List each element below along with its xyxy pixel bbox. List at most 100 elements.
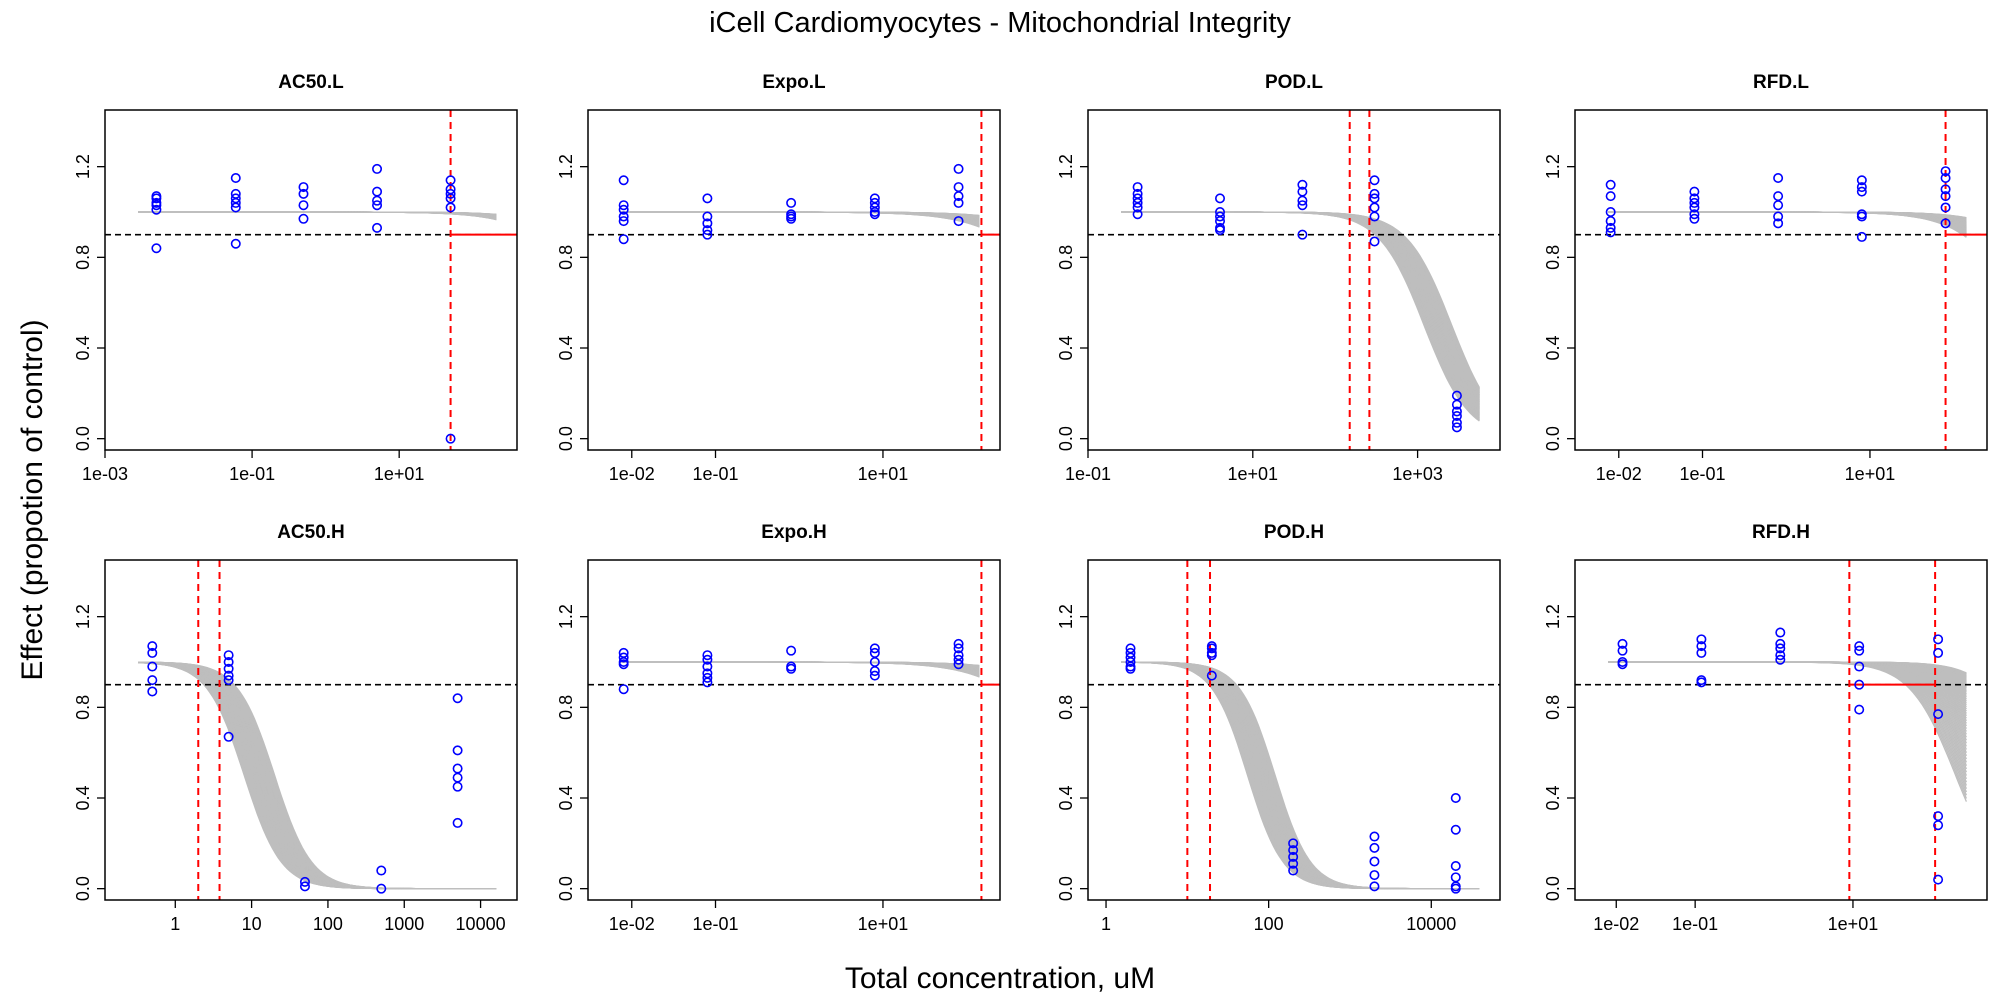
- data-point: [445, 188, 456, 199]
- data-point: [452, 745, 463, 756]
- fit-curve: [137, 662, 497, 890]
- x-tick-label: 1e-01: [1679, 464, 1725, 484]
- y-tick-label: 1.2: [1056, 604, 1076, 629]
- data-point: [1940, 218, 1951, 229]
- data-point: [1775, 650, 1786, 661]
- x-tick-label: 1e+01: [858, 464, 909, 484]
- data-point: [1132, 202, 1143, 213]
- panel-title: RFD.L: [1753, 72, 1809, 93]
- data-point: [953, 163, 964, 174]
- panel-title: RFD.H: [1752, 522, 1810, 543]
- data-point: [702, 661, 713, 672]
- fit-curve: [621, 661, 980, 678]
- data-point: [953, 182, 964, 193]
- data-point: [1450, 872, 1461, 883]
- data-point: [618, 684, 629, 695]
- fit-curve: [137, 661, 497, 890]
- data-point: [953, 191, 964, 202]
- y-tick-label: 0.8: [556, 245, 576, 270]
- fit-curve: [137, 661, 497, 890]
- data-point: [1854, 679, 1865, 690]
- fit-curve: [137, 661, 497, 890]
- fit-curve: [137, 661, 497, 890]
- data-point: [953, 216, 964, 227]
- data-point: [702, 225, 713, 236]
- fit-curve: [138, 661, 497, 890]
- data-point: [1856, 175, 1867, 186]
- x-tick-label: 1e+01: [1845, 464, 1896, 484]
- data-point: [1369, 236, 1380, 247]
- data-point: [1605, 222, 1616, 233]
- data-point: [1369, 870, 1380, 881]
- fit-curves: [621, 661, 980, 678]
- data-point: [1288, 838, 1299, 849]
- data-point: [1933, 820, 1944, 831]
- data-point: [618, 211, 629, 222]
- x-tick-label: 1e-03: [82, 464, 128, 484]
- data-point: [618, 175, 629, 186]
- data-point: [702, 211, 713, 222]
- x-tick-label: 1e-02: [609, 914, 655, 934]
- x-tick-label: 1e-02: [1596, 464, 1642, 484]
- data-point: [869, 209, 880, 220]
- data-point: [151, 193, 162, 204]
- data-point: [1450, 792, 1461, 803]
- panel-ac50-l: 0.0 0.4 0.8 1.2 1e-03 1e-01 1e+01 AC50.L: [73, 72, 518, 484]
- data-point: [1940, 191, 1951, 202]
- data-point: [953, 643, 964, 654]
- data-point: [147, 641, 158, 652]
- panel-rfd-l: 0.0 0.4 0.8 1.2 1e-02 1e-01 1e+01 RFD.L: [1543, 72, 1988, 484]
- x-tick-label: 1: [170, 914, 180, 934]
- fit-curves: [1608, 211, 1967, 238]
- data-point: [1297, 179, 1308, 190]
- data-point: [452, 781, 463, 792]
- data-point: [1775, 638, 1786, 649]
- x-tick-label: 1e+01: [858, 914, 909, 934]
- fit-curve: [138, 661, 497, 890]
- fit-curve: [138, 661, 497, 890]
- data-point: [1369, 856, 1380, 867]
- fit-curve: [1608, 211, 1967, 231]
- data-point: [372, 222, 383, 233]
- data-point: [1288, 851, 1299, 862]
- fit-curve: [1608, 661, 1967, 753]
- fit-curve: [137, 661, 497, 890]
- data-point: [298, 213, 309, 224]
- chart-title: iCell Cardiomyocytes - Mitochondrial Int…: [709, 7, 1291, 39]
- y-tick-label: 1.2: [73, 604, 93, 629]
- y-tick-label: 0.4: [556, 335, 576, 360]
- y-tick-label: 0.4: [73, 335, 93, 360]
- data-point: [1288, 858, 1299, 869]
- fit-curve: [1608, 211, 1967, 238]
- data-point: [953, 654, 964, 665]
- fit-curves: [621, 211, 980, 228]
- fit-curve: [138, 661, 497, 890]
- data-point: [953, 638, 964, 649]
- data-point: [230, 202, 241, 213]
- data-point: [702, 229, 713, 240]
- y-tick-label: 0.4: [1056, 785, 1076, 810]
- data-point: [1450, 860, 1461, 871]
- x-tick-label: 1e-01: [229, 464, 275, 484]
- data-point: [1215, 225, 1226, 236]
- fit-curve: [138, 661, 497, 890]
- data-point: [1132, 197, 1143, 208]
- data-point: [376, 865, 387, 876]
- panel-pod-h: 0.0 0.4 0.8 1.2 1 100 10000 POD.H: [1056, 522, 1501, 934]
- data-point: [1451, 422, 1462, 433]
- panel-expo-l: 0.0 0.4 0.8 1.2 1e-02 1e-01 1e+01 Expo.L: [556, 72, 1001, 484]
- y-tick-label: 0.0: [73, 426, 93, 451]
- panel-pod-l: 0.0 0.4 0.8 1.2 1e-01 1e+01 1e+03 POD.L: [1056, 72, 1501, 484]
- y-tick-label: 0.0: [556, 426, 576, 451]
- fit-curve: [137, 661, 497, 890]
- plot-box: [1574, 559, 1988, 901]
- data-point: [1369, 202, 1380, 213]
- data-point: [869, 202, 880, 213]
- x-tick-label: 10000: [456, 914, 506, 934]
- fit-curve: [138, 661, 497, 890]
- panel-ac50-h: 0.0 0.4 0.8 1.2 1 10 100 1000 10000 AC50.H: [73, 522, 518, 934]
- fit-curve: [137, 661, 497, 890]
- data-point: [1206, 650, 1217, 661]
- data-point: [1689, 186, 1700, 197]
- data-point: [1933, 709, 1944, 720]
